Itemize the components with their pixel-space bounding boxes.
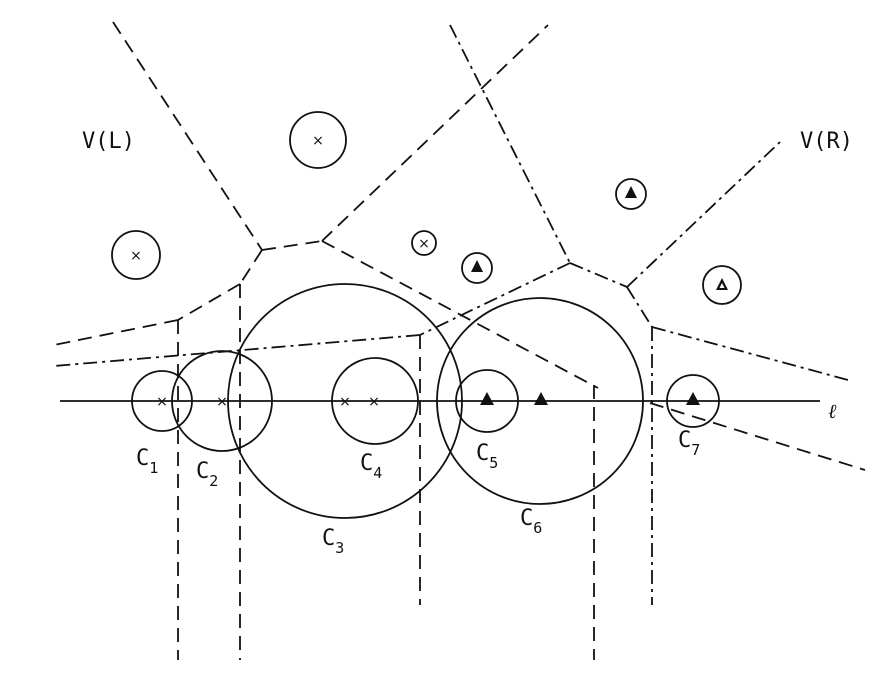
- site-circle-right-1: [615, 178, 647, 210]
- label-c5: C5: [476, 441, 498, 472]
- triangle-marker-icon: [480, 392, 494, 405]
- right-points: [471, 186, 728, 405]
- voronoi-right-edges: [53, 24, 849, 605]
- label-v-left: V(L): [82, 129, 135, 154]
- triangle-marker-icon: [471, 260, 483, 272]
- circle-c4: [331, 357, 419, 445]
- label-c1: C1: [136, 446, 158, 477]
- label-c6: C6: [520, 506, 542, 537]
- label-c7: C7: [678, 428, 700, 459]
- site-circle-right-3: [702, 265, 742, 305]
- label-line-l: ℓ: [828, 399, 837, 423]
- triangle-marker-icon: [625, 186, 637, 198]
- label-v-right: V(R): [800, 129, 853, 154]
- circle-c2: [171, 350, 273, 452]
- triangle-marker-icon: [534, 392, 548, 405]
- label-c2: C2: [196, 459, 218, 490]
- empty-circles: [131, 283, 720, 519]
- circle-c1: [131, 370, 193, 432]
- circle-c6: [436, 297, 644, 505]
- left-points: × × × × × × ×: [130, 133, 430, 410]
- x-marker-icon: ×: [216, 394, 228, 410]
- x-marker-icon: ×: [130, 248, 142, 264]
- x-marker-icon: ×: [312, 133, 324, 149]
- circle-c3: [227, 283, 463, 519]
- labels: V(L) V(R) ℓ C1 C2 C3 C4 C5 C6 C7: [82, 129, 853, 557]
- site-circle-left-3: [411, 230, 437, 256]
- voronoi-left-edges: [53, 21, 866, 660]
- x-marker-icon: ×: [368, 394, 380, 410]
- x-marker-icon: ×: [418, 236, 430, 252]
- site-circles: [111, 111, 742, 305]
- circle-c5: [455, 369, 519, 433]
- triangle-marker-icon: [686, 392, 700, 405]
- site-circle-left-2: [289, 111, 347, 169]
- circle-c7: [666, 374, 720, 428]
- x-marker-icon: ×: [156, 394, 168, 410]
- site-circle-left-1: [111, 230, 161, 280]
- label-c4: C4: [360, 451, 382, 482]
- x-marker-icon: ×: [339, 394, 351, 410]
- label-c3: C3: [322, 526, 344, 557]
- site-circle-right-2: [461, 252, 493, 284]
